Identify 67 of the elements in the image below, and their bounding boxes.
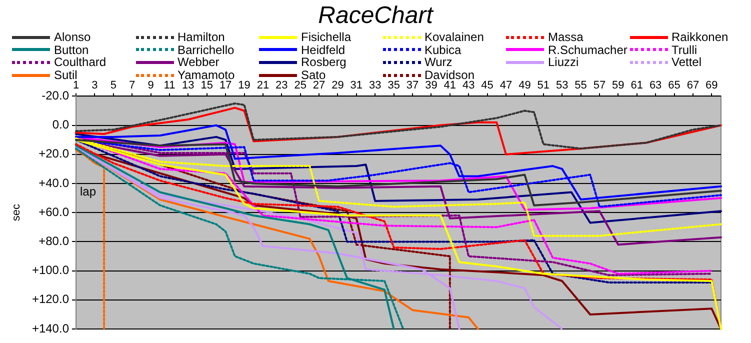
x-tick-label: 41 <box>444 80 456 92</box>
legend-label: Heidfeld <box>301 42 346 57</box>
x-tick-label: 69 <box>706 80 718 92</box>
x-tick-label: 37 <box>406 80 419 92</box>
chart-title: RaceChart <box>317 2 435 30</box>
y-tick-label: -20.0 <box>42 88 70 103</box>
x-tick-label: 39 <box>425 80 438 92</box>
x-tick-label: 43 <box>462 80 475 92</box>
x-tick-label: 47 <box>500 80 512 92</box>
legend-label: Vettel <box>672 55 702 70</box>
x-tick-label: 27 <box>312 80 326 92</box>
legend-label: Rosberg <box>301 55 346 70</box>
y-tick-label: +40.0 <box>38 176 70 190</box>
legend-label: Massa <box>548 30 584 44</box>
legend-label: Liuzzi <box>548 55 579 70</box>
x-tick-label: 1 <box>72 80 80 92</box>
legend-label: Raikkonen <box>672 30 728 44</box>
x-tick-label: 29 <box>332 80 344 92</box>
x-tick-label: 55 <box>574 80 587 92</box>
legend-label: Trulli <box>672 42 698 57</box>
x-tick-label: 45 <box>481 80 494 92</box>
legend-label: Coulthard <box>54 55 106 70</box>
legend-label: Webber <box>178 55 220 70</box>
legend-label: Hamilton <box>178 30 225 44</box>
x-tick-label: 35 <box>388 80 400 92</box>
legend-label: Fisichella <box>301 30 352 44</box>
legend-label: Barrichello <box>178 42 234 57</box>
x-tick-label: 61 <box>630 80 643 92</box>
legend-label: Wurz <box>424 55 452 70</box>
y-tick-label: +20.0 <box>38 146 70 161</box>
line-series <box>75 149 106 330</box>
legend-label: Kovalainen <box>424 30 484 44</box>
x-tick-label: 9 <box>148 80 154 92</box>
x-tick-label: 53 <box>556 80 568 92</box>
x-tick-label: 17 <box>219 80 232 92</box>
y-tick-label: +60.0 <box>38 204 70 219</box>
legend-label: Alonso <box>54 30 91 44</box>
y-tick-label: +120.0 <box>32 292 70 306</box>
x-tick-label: 67 <box>686 80 700 92</box>
x-axis-title: lap <box>80 184 96 199</box>
x-tick-label: 51 <box>537 80 550 92</box>
y-tick-label: 0.0 <box>52 118 70 132</box>
x-tick-label: 65 <box>668 80 680 92</box>
x-tick-label: 7 <box>129 80 136 92</box>
x-tick-label: 33 <box>369 80 382 92</box>
legend-label: R.Schumacher <box>548 42 628 57</box>
x-tick-label: 49 <box>518 80 531 92</box>
y-axis-title: sec <box>10 204 23 222</box>
x-tick-label: 25 <box>294 80 306 92</box>
x-tick-label: 13 <box>182 80 194 92</box>
y-tick-label: +100.0 <box>32 263 70 278</box>
x-tick-label: 63 <box>649 80 662 92</box>
legend-label: Button <box>54 42 89 57</box>
x-tick-label: 19 <box>238 80 250 92</box>
x-tick-label: 21 <box>256 80 270 92</box>
x-tick-label: 3 <box>92 80 98 92</box>
x-tick-label: 59 <box>612 80 624 92</box>
x-tick-label: 31 <box>350 80 363 92</box>
line-series <box>75 102 722 150</box>
y-tick-label: +80.0 <box>38 234 70 248</box>
x-tick-label: 11 <box>164 80 176 92</box>
x-tick-label: 23 <box>276 80 288 92</box>
x-tick-label: 5 <box>110 80 116 92</box>
x-tick-label: 15 <box>200 80 213 92</box>
legend-label: Kubica <box>424 42 462 57</box>
y-tick-label: +140.0 <box>32 321 70 336</box>
x-tick-label: 57 <box>593 80 606 92</box>
